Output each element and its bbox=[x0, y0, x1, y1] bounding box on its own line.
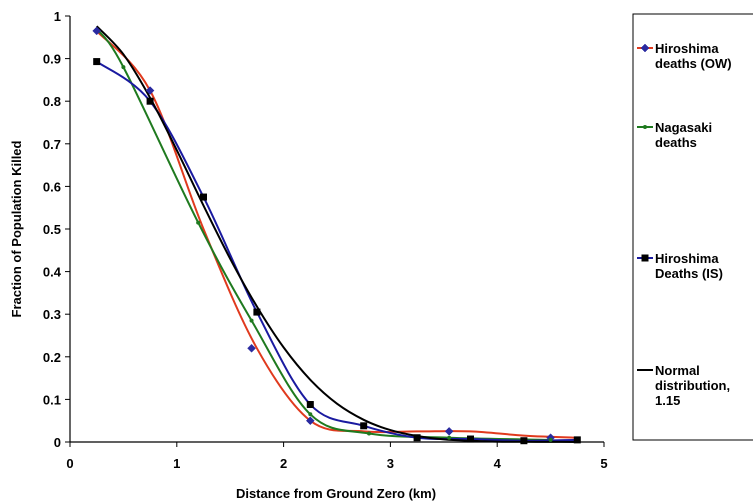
x-axis-label: Distance from Ground Zero (km) bbox=[236, 486, 436, 501]
series-hiroshima-ow-point bbox=[247, 343, 256, 353]
series-hiroshima-is-point bbox=[146, 97, 154, 105]
series-nagasaki-point bbox=[447, 435, 452, 440]
series-hiroshima-ow-point bbox=[92, 26, 102, 36]
series-hiroshima-ow-point bbox=[444, 426, 454, 436]
series-hiroshima-ow-legend-label: Hiroshima bbox=[655, 41, 719, 56]
series-normal-legend-label: 1.15 bbox=[655, 393, 680, 408]
series-nagasaki-point bbox=[196, 220, 201, 225]
series-hiroshima-is-point bbox=[573, 436, 581, 444]
series-hiroshima-is-point bbox=[413, 434, 421, 442]
series-hiroshima-is-point bbox=[360, 422, 368, 430]
series-normal-legend-label: Normal bbox=[655, 363, 700, 378]
y-tick-label: 0.9 bbox=[43, 52, 61, 67]
series-nagasaki-point bbox=[121, 65, 126, 70]
y-tick-label: 0.1 bbox=[43, 392, 61, 407]
x-tick-label: 5 bbox=[600, 456, 607, 471]
series-hiroshima-ow-point bbox=[145, 86, 155, 95]
series-hiroshima-is-legend-label: Deaths (IS) bbox=[655, 266, 723, 281]
y-tick-label: 0.4 bbox=[43, 265, 62, 280]
series-markers bbox=[92, 26, 581, 445]
x-tick-label: 1 bbox=[173, 456, 180, 471]
y-tick-label: 0.5 bbox=[43, 222, 61, 237]
y-tick-label: 0.2 bbox=[43, 350, 61, 365]
series-hiroshima-ow-line bbox=[95, 30, 578, 439]
x-tick-label: 0 bbox=[66, 456, 73, 471]
series-hiroshima-is-point bbox=[306, 401, 314, 409]
series-hiroshima-is-point bbox=[200, 193, 207, 201]
series-hiroshima-is-point bbox=[93, 58, 101, 66]
series-hiroshima-is-line bbox=[96, 60, 578, 442]
series-nagasaki-legend-label: deaths bbox=[655, 135, 697, 150]
y-tick-label: 1 bbox=[54, 9, 61, 24]
y-tick-label: 0.6 bbox=[43, 179, 61, 194]
series-nagasaki-line bbox=[95, 28, 551, 441]
series-hiroshima-ow-legend-marker bbox=[640, 43, 650, 53]
series-nagasaki-point bbox=[308, 412, 313, 417]
x-tick-label: 4 bbox=[494, 456, 502, 471]
series-normal-line bbox=[95, 25, 578, 443]
series-hiroshima-is-point bbox=[253, 308, 261, 316]
y-tick-label: 0.8 bbox=[43, 94, 61, 109]
series-hiroshima-is-point bbox=[520, 437, 528, 445]
series-hiroshima-ow-point bbox=[305, 416, 315, 426]
series-hiroshima-is-legend-marker bbox=[641, 254, 649, 262]
series-nagasaki-legend-label: Nagasaki bbox=[655, 120, 712, 135]
x-tick-label: 2 bbox=[280, 456, 287, 471]
series-hiroshima-is-legend-label: Hiroshima bbox=[655, 251, 719, 266]
series-nagasaki-point bbox=[249, 318, 254, 323]
series-lines bbox=[95, 25, 578, 443]
y-tick-label: 0 bbox=[54, 435, 61, 450]
series-normal-legend-label: distribution, bbox=[655, 378, 730, 393]
series-hiroshima-ow-legend-label: deaths (OW) bbox=[655, 56, 732, 71]
series-hiroshima-is-point bbox=[467, 435, 474, 443]
series-nagasaki-point bbox=[367, 431, 372, 436]
y-axis-label: Fraction of Population Killed bbox=[9, 140, 24, 317]
series-nagasaki-point bbox=[548, 437, 553, 442]
x-tick-label: 3 bbox=[387, 456, 394, 471]
y-tick-label: 0.7 bbox=[43, 137, 61, 152]
tick-labels: 0 0.1 0.2 0.3 0.4 0.5 0.6 0.7 0.8 0.9 1 0 1 2 3 4 5 bbox=[43, 9, 608, 471]
series-nagasaki-legend-marker bbox=[643, 125, 647, 129]
y-tick-label: 0.3 bbox=[43, 307, 61, 322]
plot-axes bbox=[65, 15, 605, 447]
